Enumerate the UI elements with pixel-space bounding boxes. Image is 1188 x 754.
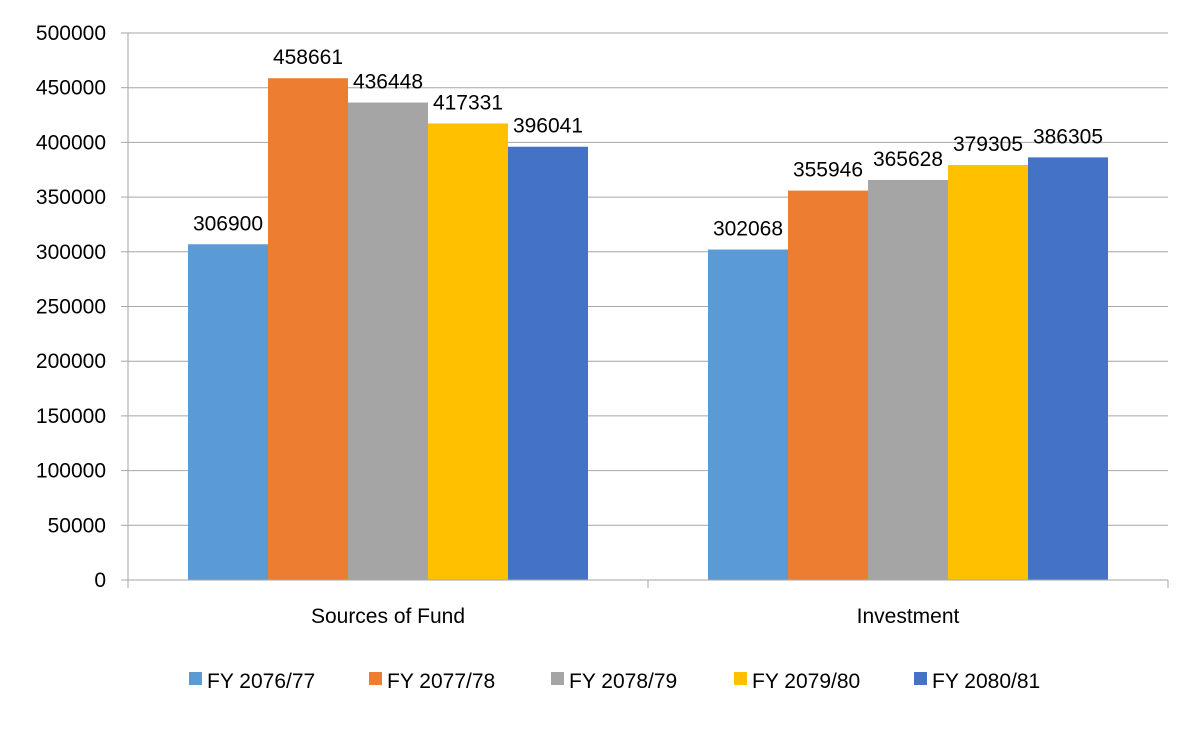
y-tick-label: 0 [94,569,106,592]
y-tick-label: 400000 [36,131,106,154]
y-tick-label: 250000 [36,296,106,319]
legend-label: FY 2076/77 [207,670,315,693]
y-tick-label: 200000 [36,350,106,373]
legend-label: FY 2077/78 [387,670,495,693]
bar [1028,157,1108,580]
bar [508,146,588,580]
legend-label: FY 2078/79 [569,670,677,693]
legend-swatch [189,672,202,685]
bar [788,190,868,580]
y-tick-label: 350000 [36,186,106,209]
axes [127,33,1169,588]
bar [708,249,788,581]
bar [268,78,348,581]
y-tick-label: 300000 [36,241,106,264]
legend-label: FY 2080/81 [932,670,1040,693]
x-axis-categories: Sources of Fund Investment [311,605,960,628]
y-tick-label: 500000 [36,22,106,45]
legend-swatch [551,672,564,685]
bars [188,78,1108,581]
legend-swatch [914,672,927,685]
bar [868,180,948,580]
data-label: 386305 [1033,125,1103,148]
bar [428,123,508,581]
y-tick-label: 450000 [36,77,106,100]
data-label: 458661 [273,46,343,69]
data-label: 396041 [513,115,583,138]
bar [948,165,1028,580]
category-label: Sources of Fund [311,605,465,628]
y-tick-label: 50000 [48,514,106,537]
y-tick-label: 100000 [36,460,106,483]
y-tick-label: 150000 [36,405,106,428]
category-label: Investment [857,605,960,628]
data-label: 355946 [793,159,863,182]
data-label: 436448 [353,71,423,94]
data-label: 365628 [873,148,943,171]
legend: FY 2076/77 FY 2077/78 FY 2078/79 FY 2079/80… [189,670,1040,693]
data-label: 306900 [193,212,263,235]
bar [188,244,268,580]
legend-swatch [369,672,382,685]
bar [348,102,428,581]
data-label: 417331 [433,91,503,114]
legend-swatch [734,672,747,685]
data-labels: 306900 458661 436448 417331 396041 302068 3559… [193,46,1103,240]
y-axis-ticks: 0 50000 100000 150000 200000 250000 300000 3500… [36,22,106,592]
data-label: 379305 [953,133,1023,156]
legend-label: FY 2079/80 [752,670,860,693]
data-label: 302068 [713,218,783,241]
